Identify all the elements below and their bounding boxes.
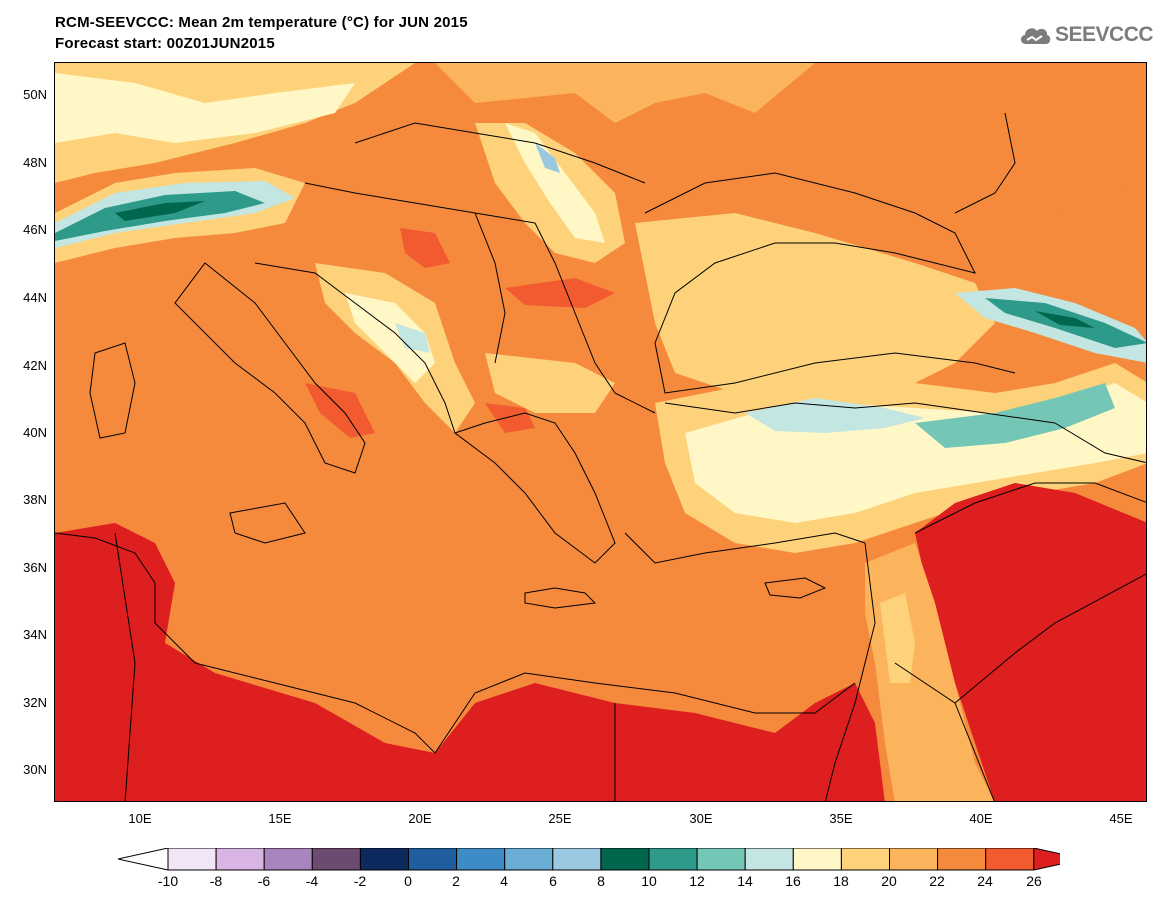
colorbar-tick-label: 0	[404, 873, 412, 889]
lon-tick-label: 30E	[689, 811, 713, 826]
colorbar-tick-label: -2	[353, 873, 367, 889]
colorbar-tick-label: 16	[785, 873, 801, 889]
lat-tick-label: 48N	[23, 155, 47, 170]
colorbar-tick-label: -6	[257, 873, 271, 889]
lon-tick-label: 25E	[548, 811, 572, 826]
lon-tick-label: 20E	[408, 811, 432, 826]
temperature-map[interactable]	[54, 62, 1147, 802]
temperature-zone-africa-26	[55, 523, 885, 801]
colorbar-tick-label: 10	[641, 873, 657, 889]
colorbar-tick-label: -8	[209, 873, 223, 889]
colorbar-tick-label: -4	[305, 873, 319, 889]
temperature-zone-balkans-18	[345, 293, 435, 383]
colorbar-tick-label: 4	[500, 873, 508, 889]
colorbar-tick-label: 2	[452, 873, 460, 889]
colorbar-cell	[311, 848, 361, 871]
temperature-zone-carpathians-cold	[535, 143, 560, 173]
temperature-zone-levant-20	[880, 593, 915, 683]
colorbar-cell	[744, 848, 794, 871]
temperature-zone-hotspot-danube	[505, 278, 615, 308]
temperature-zone-black-sea	[635, 213, 995, 403]
lat-tick-label: 42N	[23, 358, 47, 373]
temperature-zone-20-22	[55, 63, 815, 123]
lat-tick-label: 50N	[23, 87, 47, 102]
colorbar-tick-label: 8	[597, 873, 605, 889]
colorbar-cell	[359, 848, 409, 871]
cloud-icon	[1020, 28, 1051, 44]
colorbar-tick-label: 14	[737, 873, 753, 889]
colorbar-tick-label: 6	[549, 873, 557, 889]
lat-tick-label: 46N	[23, 222, 47, 237]
forecast-start-label: Forecast start: 00Z01JUN2015	[55, 35, 275, 52]
seevccc-logo: SEEVCCC	[1018, 22, 1154, 48]
lon-tick-label: 10E	[128, 811, 152, 826]
colorbar-cell	[696, 848, 746, 871]
colorbar-cell	[215, 848, 265, 871]
lat-tick-label: 40N	[23, 425, 47, 440]
lat-tick-label: 44N	[23, 290, 47, 305]
lon-tick-label: 35E	[829, 811, 853, 826]
lon-tick-label: 45E	[1109, 811, 1133, 826]
temperature-zone-16-18	[55, 73, 355, 143]
colorbar-under-triangle	[118, 848, 169, 871]
temperature-zone-alps-12	[55, 191, 265, 241]
temperature-zone-hotspot-hungary	[400, 228, 450, 268]
colorbar-cell	[937, 848, 987, 871]
temperature-zone-hotspot-italy	[305, 383, 375, 438]
colorbar-tick-label: 18	[833, 873, 849, 889]
temperature-zone-hotspot-greece	[485, 403, 535, 433]
colorbar-cell	[552, 848, 602, 871]
colorbar-cell	[167, 848, 217, 871]
temperature-zone-anatolia-14	[915, 383, 1115, 448]
temperature-zone-balkans-cold	[395, 323, 430, 353]
temperature-zone-caucasus-10	[1035, 311, 1095, 328]
temperature-zone-bulgaria	[485, 353, 615, 413]
colorbar-cell	[840, 848, 891, 871]
colorbar-tick-label: -10	[157, 873, 179, 889]
colorbar	[118, 848, 1060, 871]
map-title: RCM-SEEVCCC: Mean 2m temperature (°C) fo…	[55, 14, 468, 31]
colorbar-cell	[263, 848, 313, 871]
lat-tick-label: 36N	[23, 560, 47, 575]
colorbar-cell	[408, 848, 458, 871]
colorbar-cell	[792, 848, 842, 871]
lat-tick-label: 30N	[23, 762, 47, 777]
colorbar-cell	[600, 848, 650, 871]
coastlines	[55, 112, 1146, 801]
colorbar-tick-label: 26	[1026, 873, 1042, 889]
lon-tick-label: 15E	[268, 811, 292, 826]
colorbar-cell	[985, 848, 1035, 871]
lat-tick-label: 34N	[23, 627, 47, 642]
temperature-zone-carpathians-cool	[505, 123, 605, 243]
logo-text: SEEVCCC	[1055, 23, 1154, 46]
colorbar-tick-label: 12	[689, 873, 705, 889]
colorbar-tick-label: 20	[881, 873, 897, 889]
temperature-zone-east-warm	[935, 113, 1146, 233]
colorbar-cell	[504, 848, 554, 871]
lat-tick-label: 38N	[23, 492, 47, 507]
colorbar-cell	[889, 848, 939, 871]
colorbar-tick-label: 24	[977, 873, 993, 889]
colorbar-cell	[456, 848, 506, 871]
temperature-zone-alps-10	[115, 201, 205, 221]
colorbar-tick-label: 22	[929, 873, 945, 889]
colorbar-over-triangle	[1033, 848, 1060, 871]
colorbar-cell	[648, 848, 698, 871]
lon-tick-label: 40E	[969, 811, 993, 826]
lat-tick-label: 32N	[23, 695, 47, 710]
temperature-zone-anatolia-16	[745, 398, 925, 433]
